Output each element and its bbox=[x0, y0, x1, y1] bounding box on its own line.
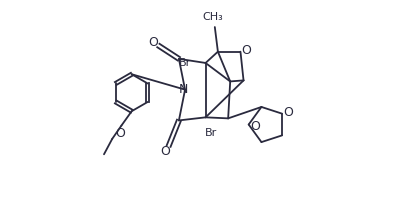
Text: O: O bbox=[161, 145, 171, 158]
Text: O: O bbox=[115, 127, 126, 140]
Text: Br: Br bbox=[179, 58, 191, 68]
Text: O: O bbox=[284, 105, 293, 119]
Text: O: O bbox=[241, 43, 251, 57]
Text: O: O bbox=[148, 36, 158, 49]
Text: CH₃: CH₃ bbox=[202, 12, 223, 22]
Text: N: N bbox=[179, 83, 188, 96]
Text: Br: Br bbox=[205, 128, 217, 138]
Text: O: O bbox=[250, 120, 260, 133]
